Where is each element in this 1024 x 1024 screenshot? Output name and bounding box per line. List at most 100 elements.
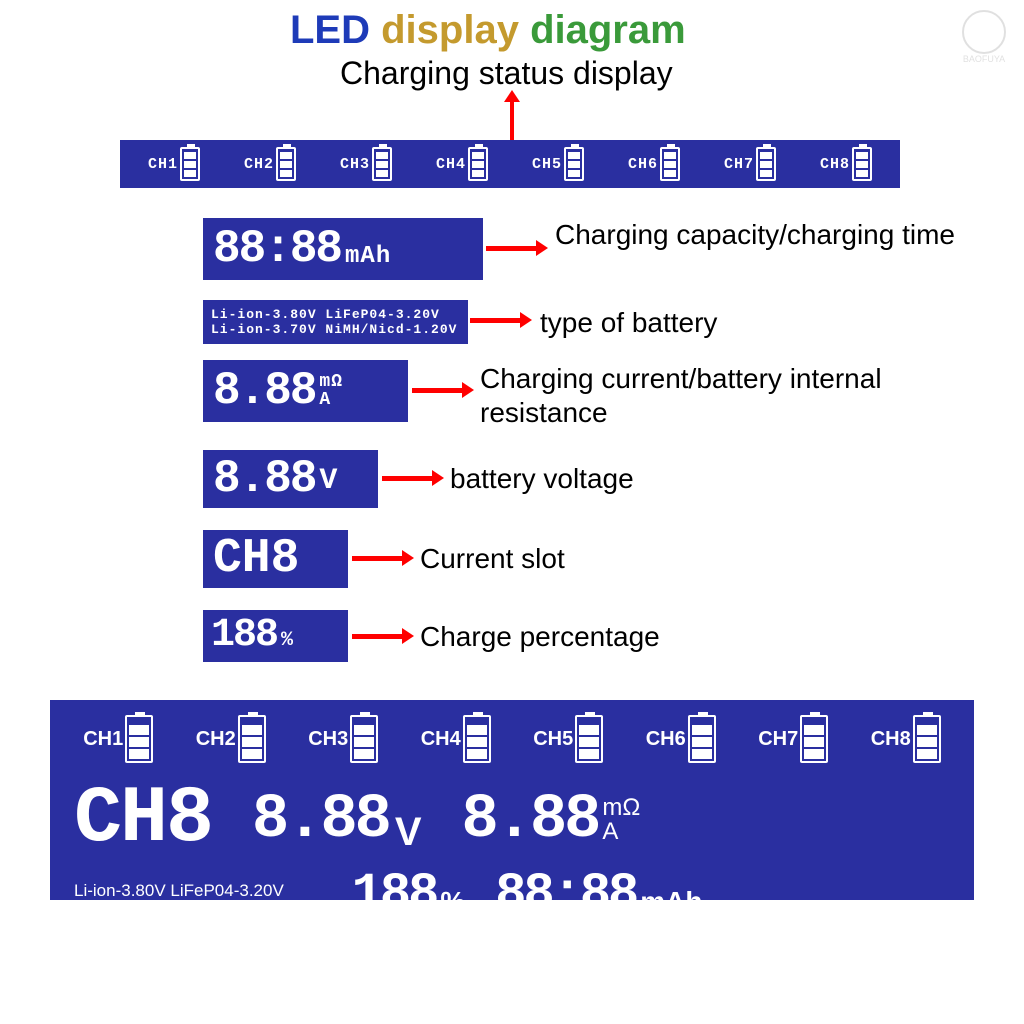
watermark: BAOFUYA xyxy=(954,10,1014,70)
channel-cell: CH5 xyxy=(533,715,603,763)
label-pct: Charge percentage xyxy=(420,620,660,654)
arrow-status xyxy=(510,100,514,140)
battery-icon xyxy=(350,715,378,763)
pct-value: 188 xyxy=(211,616,277,656)
big-res: 8.88 xyxy=(462,784,599,855)
volt-value: 8.88 xyxy=(213,456,315,502)
battery-icon xyxy=(468,147,488,181)
battery-icon xyxy=(756,147,776,181)
battery-icon xyxy=(660,147,680,181)
big-bottom-row: Li-ion-3.80V LiFeP04-3.20V Li-ion-3.70V … xyxy=(62,865,962,924)
big-pct: 188 xyxy=(352,865,437,924)
battery-icon xyxy=(180,147,200,181)
res-unit: mΩ A xyxy=(319,373,343,409)
channel-cell: CH7 xyxy=(758,715,828,763)
type-line1: Li-ion-3.80V LiFeP04-3.20V xyxy=(211,307,440,322)
channel-label: CH8 xyxy=(820,156,850,173)
big-mid-row: CH8 8.88 V 8.88 mΩ A xyxy=(62,774,962,865)
battery-icon xyxy=(276,147,296,181)
volt-unit: V xyxy=(319,464,338,498)
battery-icon xyxy=(852,147,872,181)
panel-res: 8.88 mΩ A xyxy=(203,360,408,422)
channel-cell: CH8 xyxy=(871,715,941,763)
battery-icon xyxy=(575,715,603,763)
big-mah: 88:88 xyxy=(495,865,636,924)
res-unit-top: mΩ xyxy=(319,373,343,391)
channel-label: CH2 xyxy=(244,156,274,173)
big-type1: Li-ion-3.80V LiFeP04-3.20V xyxy=(74,880,302,902)
res-value: 8.88 xyxy=(213,368,315,414)
big-mah-unit: mAh xyxy=(640,886,702,918)
channel-cell: CH3 xyxy=(340,147,392,181)
arrow-volt xyxy=(382,476,432,481)
battery-icon xyxy=(800,715,828,763)
panel-volt: 8.88 V xyxy=(203,450,378,508)
main-title: LED display diagram xyxy=(290,8,686,53)
channel-cell: CH5 xyxy=(532,147,584,181)
channel-cell: CH8 xyxy=(820,147,872,181)
big-type-block: Li-ion-3.80V LiFeP04-3.20V Li-ion-3.70V … xyxy=(74,880,302,924)
arrow-pct xyxy=(352,634,402,639)
channel-cell: CH7 xyxy=(724,147,776,181)
arrow-type xyxy=(470,318,520,323)
big-pct-unit: % xyxy=(440,886,465,918)
channel-label: CH6 xyxy=(646,728,686,751)
channel-label: CH2 xyxy=(196,728,236,751)
panel-slot: CH8 xyxy=(203,530,348,588)
channel-cell: CH1 xyxy=(83,715,153,763)
label-volt: battery voltage xyxy=(450,462,634,496)
big-channel-row: CH1 CH2 CH3 CH4 CH5 CH6 CH7 CH8 xyxy=(62,708,962,770)
subtitle: Charging status display xyxy=(340,55,673,92)
big-res-unit-top: mΩ xyxy=(602,796,640,820)
pct-unit: % xyxy=(281,629,294,652)
battery-icon xyxy=(688,715,716,763)
channel-label: CH5 xyxy=(533,728,573,751)
arrow-res xyxy=(412,388,462,393)
label-slot: Current slot xyxy=(420,542,565,576)
channel-cell: CH2 xyxy=(196,715,266,763)
title-word-1: LED xyxy=(290,8,370,52)
mah-unit: mAh xyxy=(345,243,391,270)
label-res: Charging current/battery internal resist… xyxy=(480,362,1000,429)
channel-cell: CH2 xyxy=(244,147,296,181)
channel-label: CH7 xyxy=(758,728,798,751)
channel-cell: CH6 xyxy=(628,147,680,181)
panel-mah: 88:88 mAh xyxy=(203,218,483,280)
big-slot: CH8 xyxy=(74,774,212,865)
battery-icon xyxy=(372,147,392,181)
full-lcd-panel: CH1 CH2 CH3 CH4 CH5 CH6 CH7 CH8 CH8 8.88 V 8.88… xyxy=(50,700,974,900)
slot-value: CH8 xyxy=(213,535,299,583)
mah-value: 88:88 xyxy=(213,226,341,272)
channel-cell: CH6 xyxy=(646,715,716,763)
battery-icon xyxy=(238,715,266,763)
big-volt: 8.88 xyxy=(252,784,389,855)
type-line2: Li-ion-3.70V NiMH/Nicd-1.20V xyxy=(211,322,457,337)
arrow-mah xyxy=(486,246,536,251)
label-mah: Charging capacity/charging time xyxy=(555,218,995,252)
channel-label: CH4 xyxy=(436,156,466,173)
channel-label: CH1 xyxy=(148,156,178,173)
arrow-slot xyxy=(352,556,402,561)
battery-icon xyxy=(913,715,941,763)
watermark-text: BAOFUYA xyxy=(963,54,1005,64)
battery-icon xyxy=(463,715,491,763)
big-volt-unit: V xyxy=(395,810,422,855)
big-type2: Li-ion-3.70V NiMH/Nicd-1.20V xyxy=(74,902,302,924)
channel-cell: CH4 xyxy=(436,147,488,181)
channel-label: CH1 xyxy=(83,728,123,751)
res-unit-bot: A xyxy=(319,391,343,409)
channel-label: CH4 xyxy=(421,728,461,751)
channel-strip-panel: CH1 CH2 CH3 CH4 CH5 CH6 CH7 CH8 xyxy=(120,140,900,188)
channel-label: CH7 xyxy=(724,156,754,173)
channel-label: CH6 xyxy=(628,156,658,173)
battery-icon xyxy=(125,715,153,763)
big-res-unit: mΩ A xyxy=(602,796,640,844)
label-type: type of battery xyxy=(540,306,717,340)
channel-cell: CH4 xyxy=(421,715,491,763)
channel-label: CH3 xyxy=(340,156,370,173)
big-res-unit-bot: A xyxy=(602,820,640,844)
channel-label: CH8 xyxy=(871,728,911,751)
title-word-2: display xyxy=(370,8,519,52)
panel-pct: 188 % xyxy=(203,610,348,662)
channel-label: CH3 xyxy=(308,728,348,751)
